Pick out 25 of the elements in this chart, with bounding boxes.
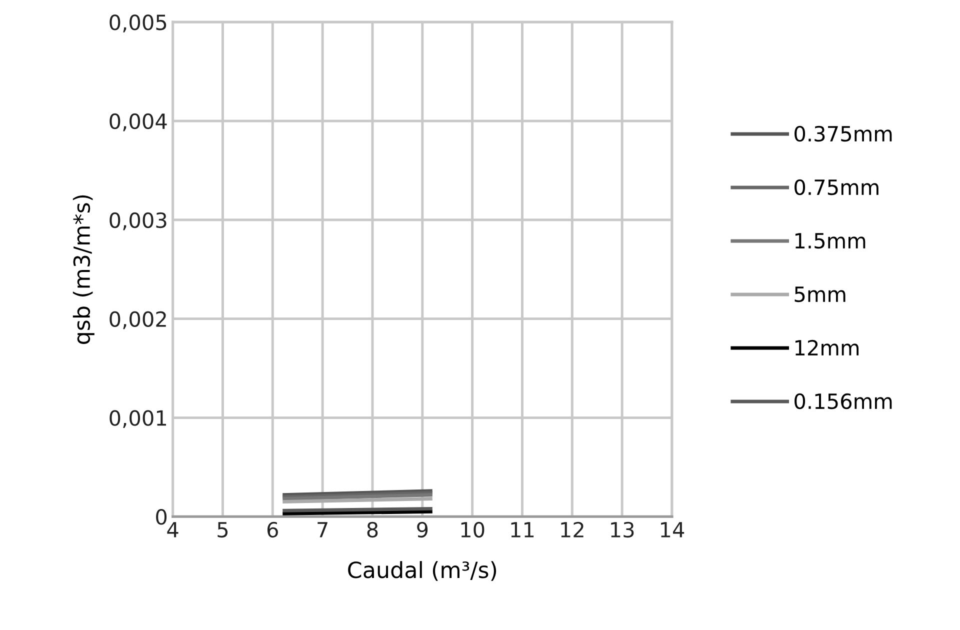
- y-tick-label: 0,005: [110, 14, 166, 32]
- legend-label: 12mm: [795, 340, 859, 356]
- x-tick-label: 6: [267, 522, 278, 538]
- x-axis-title: Caudal (m³/s): [348, 561, 496, 581]
- legend-label: 1.5mm: [795, 233, 866, 249]
- x-tick-label: 4: [167, 522, 178, 538]
- x-tick-label: 11: [511, 522, 534, 538]
- legend-label: 5mm: [794, 286, 846, 302]
- legend-label: 0.375mm: [794, 126, 892, 142]
- y-tick-label: 0,004: [110, 113, 167, 132]
- x-tick-label: 5: [218, 522, 228, 538]
- x-tick-label: 8: [367, 522, 378, 538]
- x-tick-label: 7: [318, 522, 328, 538]
- legend-label: 0.75mm: [794, 179, 878, 196]
- y-tick-label: 0,002: [110, 311, 166, 330]
- y-axis-title: qsb (m3/m*s): [72, 195, 94, 344]
- y-tick-label: 0,001: [110, 410, 166, 428]
- x-tick-label: 14: [661, 522, 684, 538]
- x-tick-label: 13: [611, 522, 634, 538]
- y-tick-label: 0: [156, 509, 167, 525]
- legend-label: 0.156mm: [794, 393, 892, 410]
- x-tick-label: 10: [461, 522, 484, 538]
- x-tick-label: 9: [417, 522, 428, 538]
- y-tick-label: 0,003: [110, 212, 166, 230]
- x-tick-label: 12: [561, 522, 584, 538]
